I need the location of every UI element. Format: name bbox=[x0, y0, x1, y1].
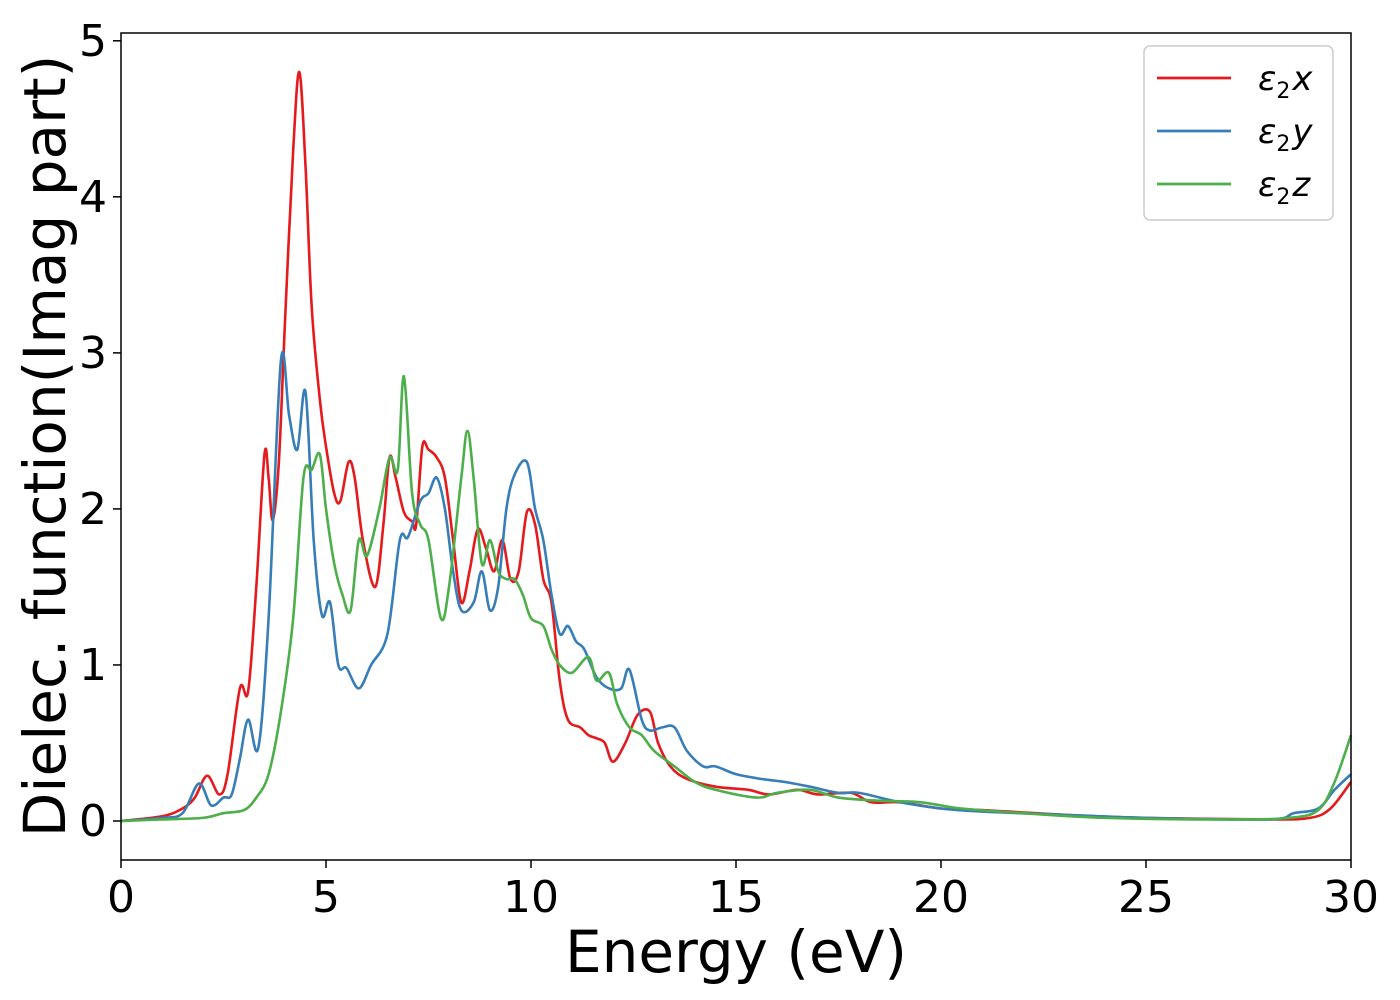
x-tick-label: 0 bbox=[107, 872, 135, 923]
y-tick-label: 5 bbox=[79, 16, 107, 67]
x-tick-label: 15 bbox=[708, 872, 764, 923]
x-tick-label: 20 bbox=[913, 872, 969, 923]
legend-box bbox=[1143, 45, 1334, 221]
legend: ε2x ε2y ε2z bbox=[1143, 45, 1334, 221]
y-axis-label: Dielec. function(Imag part) bbox=[11, 55, 79, 838]
legend-label-x: ε2x bbox=[1258, 59, 1313, 104]
x-axis-label: Energy (eV) bbox=[565, 918, 907, 986]
x-tick-label: 25 bbox=[1118, 872, 1174, 923]
y-tick-label: 3 bbox=[79, 328, 107, 379]
y-tick-label: 4 bbox=[79, 172, 107, 223]
series-line-z bbox=[120, 374, 1353, 823]
series-line-y bbox=[120, 350, 1352, 823]
x-tick-label: 10 bbox=[503, 872, 559, 923]
series-layer bbox=[120, 70, 1353, 823]
legend-label-z: ε2z bbox=[1258, 165, 1311, 210]
ticks-layer: 0 5 10 15 20 25 30 0 1 2 3 4 5 bbox=[79, 16, 1379, 923]
y-tick-label: 2 bbox=[79, 484, 107, 535]
x-tick-label: 30 bbox=[1323, 872, 1379, 923]
legend-label-y: ε2y bbox=[1258, 112, 1313, 157]
x-tick-label: 5 bbox=[312, 872, 340, 923]
y-tick-label: 1 bbox=[79, 640, 107, 691]
y-tick-label: 0 bbox=[79, 796, 107, 847]
